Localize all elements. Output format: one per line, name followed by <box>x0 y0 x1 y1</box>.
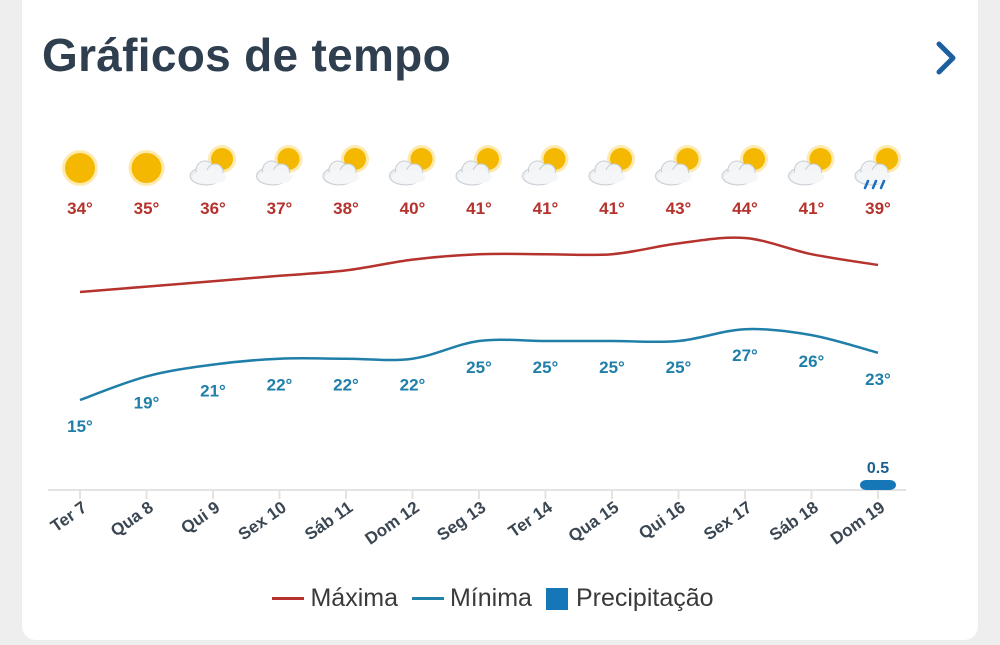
min-temp-label: 21° <box>200 382 226 401</box>
min-temp-label: 26° <box>799 352 825 371</box>
precip-label: 0.5 <box>867 460 889 477</box>
max-temp-label: 40° <box>400 199 426 218</box>
partly-cloudy-icon <box>322 145 369 186</box>
series-min-line <box>79 327 879 402</box>
x-tick-label: Sex 17 <box>700 498 755 544</box>
series-max-line <box>79 236 879 294</box>
max-temp-label: 44° <box>732 199 758 218</box>
min-temp-label: 15° <box>67 417 93 436</box>
min-temp-label: 22° <box>333 376 359 395</box>
legend-max[interactable]: Máxima <box>272 584 398 613</box>
legend-precip-label: Precipitação <box>575 584 714 612</box>
legend-precip-swatch <box>545 587 568 610</box>
partly-cloudy-icon <box>455 145 502 186</box>
max-temp-label: 34° <box>67 199 93 218</box>
legend-max-swatch <box>272 597 305 600</box>
max-temp-label: 41° <box>799 199 825 218</box>
x-tick-label: Ter 14 <box>505 497 556 541</box>
max-temp-label: 38° <box>333 199 359 218</box>
x-tick-label: Sáb 18 <box>766 498 822 545</box>
legend-min-swatch <box>411 597 444 600</box>
x-tick-label: Sex 10 <box>235 498 290 544</box>
x-tick-label: Dom 19 <box>827 498 888 549</box>
max-temp-label: 43° <box>666 199 692 218</box>
legend-precip[interactable]: Precipitação <box>545 584 714 613</box>
min-temp-label: 22° <box>267 376 293 395</box>
x-tick-label: Qua 8 <box>107 498 157 541</box>
min-temp-label: 22° <box>400 376 426 395</box>
max-temp-label: 41° <box>466 199 492 218</box>
sun-icon <box>128 150 165 186</box>
max-temp-label: 41° <box>599 199 625 218</box>
x-tick-label: Qua 15 <box>565 498 622 546</box>
min-temp-label: 25° <box>466 358 492 377</box>
legend-min-label: Mínima <box>449 584 532 612</box>
x-tick-label: Ter 7 <box>47 498 90 536</box>
min-temp-label: 23° <box>865 370 891 389</box>
partly-cloudy-icon <box>189 145 236 186</box>
partly-cloudy-icon <box>788 145 835 186</box>
chart-legend: Máxima Mínima Precipitação <box>0 584 1000 613</box>
partly-cloudy-icon <box>389 145 436 186</box>
sun-icon <box>62 150 98 186</box>
partly-cloudy-icon <box>588 145 635 186</box>
partly-cloudy-icon <box>522 145 569 186</box>
max-temp-label: 35° <box>134 199 160 218</box>
x-tick-label: Sáb 11 <box>301 498 356 544</box>
legend-min[interactable]: Mínima <box>411 584 532 613</box>
x-tick-label: Qui 9 <box>178 498 224 538</box>
min-temp-label: 25° <box>666 358 692 377</box>
min-temp-label: 25° <box>533 358 559 377</box>
x-tick-label: Dom 12 <box>362 498 423 549</box>
max-temp-label: 41° <box>533 199 559 218</box>
min-temp-label: 27° <box>732 346 758 365</box>
page-title: Gráficos de tempo <box>42 29 451 81</box>
x-tick-label: Seg 13 <box>433 498 489 545</box>
precip-bar <box>860 480 896 490</box>
legend-max-label: Máxima <box>310 584 398 612</box>
min-temp-label: 25° <box>599 358 625 377</box>
min-temp-label: 19° <box>134 393 160 412</box>
chevron-right-icon[interactable] <box>927 36 967 80</box>
rain-cloud-icon <box>854 145 901 190</box>
max-temp-label: 36° <box>200 199 226 218</box>
x-tick-label: Qui 16 <box>635 498 688 543</box>
weather-chart: 34° 35° 36° 37° 38° 40° 41° 41° 41° 43° 44° 41° 39° 1… <box>47 145 906 549</box>
partly-cloudy-icon <box>721 145 768 186</box>
partly-cloudy-icon <box>655 145 702 186</box>
max-temp-label: 37° <box>267 199 293 218</box>
weather-chart-card: Gráficos de tempo <box>22 0 978 640</box>
partly-cloudy-icon <box>256 145 303 186</box>
max-temp-label: 39° <box>865 199 891 218</box>
